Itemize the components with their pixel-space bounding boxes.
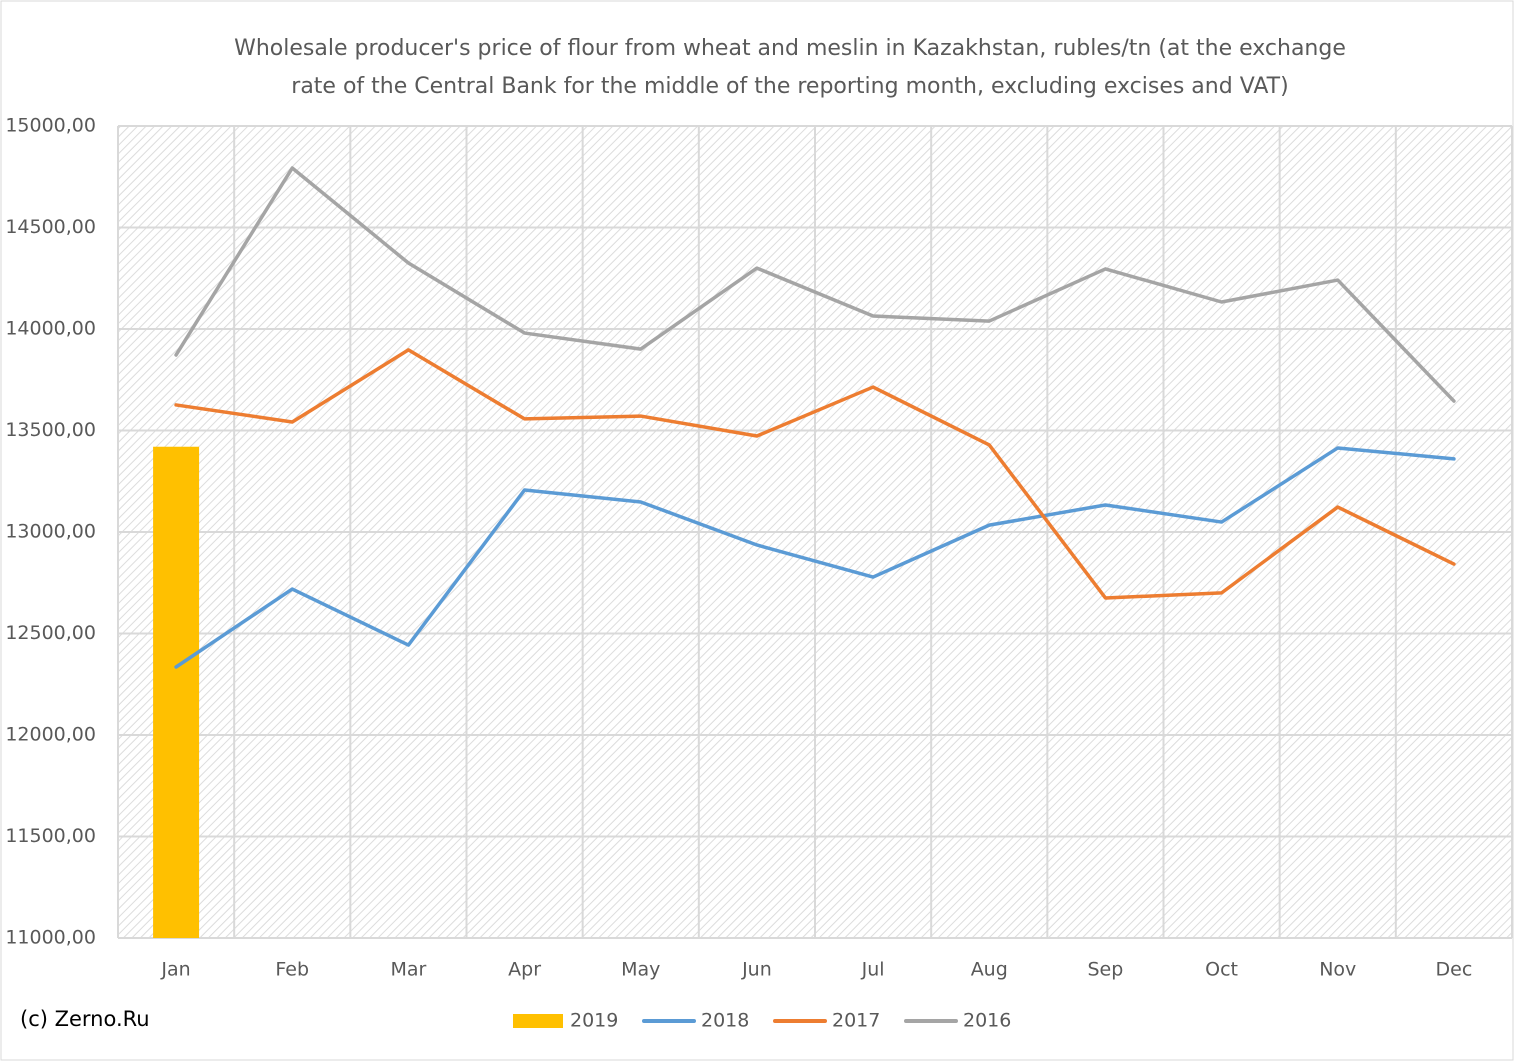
legend-label: 2017 [832,1010,880,1032]
legend-swatch [513,1014,563,1028]
credit: (c) Zerno.Ru [20,1007,150,1031]
bar [153,446,200,938]
y-tick-label: 13000,00 [5,521,96,543]
x-tick-label: Aug [971,959,1008,981]
legend-label: 2018 [701,1010,749,1032]
x-tick-label: Oct [1205,959,1238,981]
line [174,446,1456,669]
x-tick-label: Jan [160,959,190,981]
x-tick-label: Jun [741,959,772,981]
x-tick-label: Jul [861,959,885,981]
line [174,348,1456,600]
y-tick-label: 14000,00 [5,318,96,340]
x-tick-label: Mar [390,959,426,981]
legend-label: 2019 [570,1010,618,1032]
y-tick-label: 14500,00 [5,216,96,238]
y-tick-label: 15000,00 [5,115,96,137]
legend-label: 2016 [963,1010,1011,1032]
y-tick-label: 12000,00 [5,724,96,746]
y-tick-label: 11000,00 [5,927,96,949]
x-tick-label: Nov [1319,959,1356,981]
y-tick-label: 12500,00 [5,622,96,644]
x-tick-label: Feb [275,959,309,981]
y-tick-label: 11500,00 [5,825,96,847]
x-tick-label: May [621,959,660,981]
x-tick-label: Sep [1088,959,1124,981]
y-tick-label: 13500,00 [5,419,96,441]
x-tick-label: Dec [1436,959,1473,981]
line [174,166,1456,403]
x-tick-label: Apr [508,959,541,981]
chart-title: Wholesale producer's price of flour from… [234,36,1346,99]
